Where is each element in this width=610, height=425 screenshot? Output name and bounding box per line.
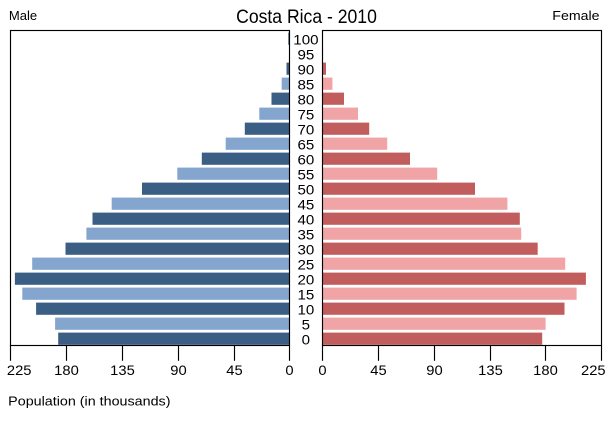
svg-text:20: 20 [298, 272, 315, 287]
svg-text:0: 0 [302, 332, 310, 347]
svg-text:90: 90 [170, 362, 187, 378]
svg-text:45: 45 [226, 362, 243, 378]
svg-text:180: 180 [533, 362, 558, 378]
svg-text:45: 45 [298, 197, 315, 212]
svg-text:35: 35 [298, 227, 315, 242]
svg-text:180: 180 [54, 362, 79, 378]
svg-text:5: 5 [302, 317, 310, 332]
svg-text:40: 40 [298, 212, 315, 227]
svg-text:65: 65 [298, 137, 315, 152]
svg-text:0: 0 [318, 362, 326, 378]
svg-text:90: 90 [298, 62, 315, 77]
svg-text:75: 75 [298, 107, 315, 122]
svg-text:30: 30 [298, 242, 315, 257]
svg-text:60: 60 [298, 152, 315, 167]
svg-text:Costa Rica - 2010: Costa Rica - 2010 [236, 6, 377, 28]
svg-text:10: 10 [298, 302, 315, 317]
svg-text:90: 90 [426, 362, 443, 378]
svg-text:0: 0 [285, 362, 293, 378]
svg-text:225: 225 [581, 362, 606, 378]
svg-text:135: 135 [478, 362, 503, 378]
svg-text:85: 85 [298, 77, 315, 92]
svg-text:55: 55 [298, 167, 315, 182]
svg-text:95: 95 [298, 47, 315, 62]
svg-text:100: 100 [293, 32, 318, 47]
svg-text:Female: Female [552, 8, 599, 23]
svg-text:25: 25 [298, 257, 315, 272]
svg-text:Male: Male [9, 8, 37, 23]
svg-text:Population (in thousands): Population (in thousands) [8, 394, 170, 409]
svg-text:70: 70 [298, 122, 315, 137]
svg-text:50: 50 [298, 182, 315, 197]
svg-text:45: 45 [370, 362, 387, 378]
svg-text:135: 135 [110, 362, 135, 378]
svg-text:80: 80 [298, 92, 315, 107]
svg-text:15: 15 [298, 287, 315, 302]
svg-text:225: 225 [7, 362, 32, 378]
